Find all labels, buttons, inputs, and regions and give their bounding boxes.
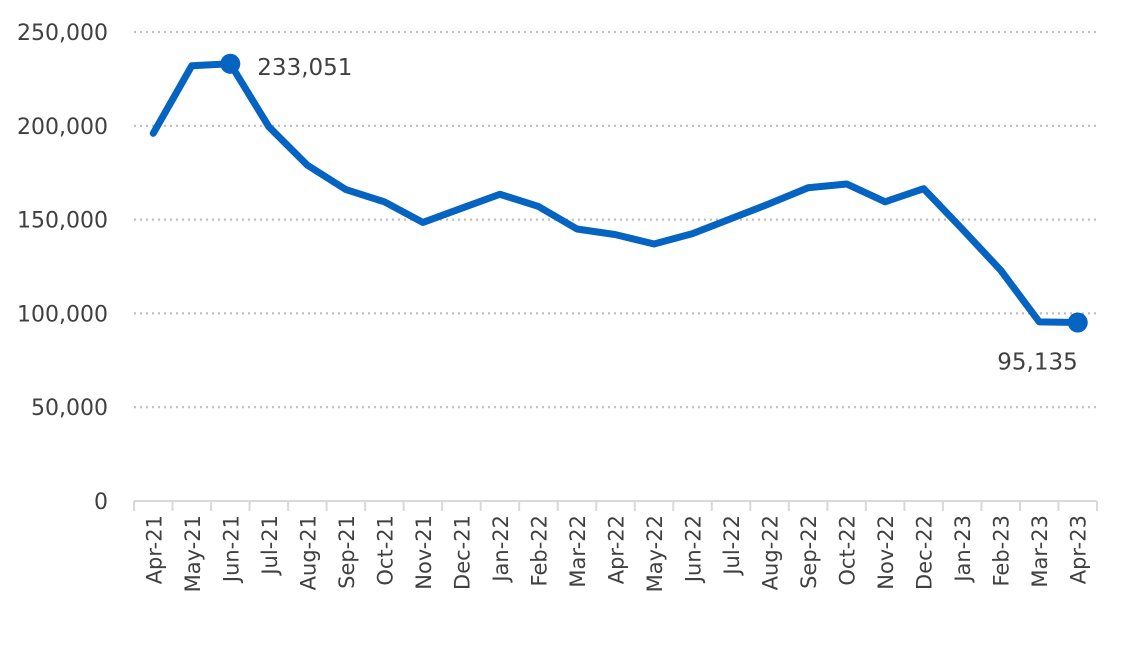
x-tick-label: Apr-21 [142, 515, 166, 584]
x-tick-label: Sep-21 [335, 515, 359, 589]
y-axis-tick-labels: 0 50,000 100,000 150,000 200,000 250,000 [17, 21, 108, 515]
x-tick-label: Jan-22 [489, 515, 513, 584]
y-tick-label: 200,000 [17, 115, 108, 140]
y-tick-label: 0 [94, 490, 108, 515]
x-tick-label: May-22 [643, 515, 667, 592]
annotations: 233,051 95,135 [220, 53, 1088, 376]
x-axis-tick-labels: Apr-21 May-21 Jun-21 Jul-21 Aug-21 Sep-21 Oct-… [142, 515, 1090, 592]
x-axis [133, 500, 1098, 511]
data-label: 95,135 [997, 350, 1077, 376]
x-tick-label: Nov-21 [412, 515, 436, 590]
series-line [149, 60, 1082, 327]
x-tick-label: Mar-23 [1028, 515, 1052, 588]
x-tick-label: Aug-22 [759, 515, 783, 590]
x-tick-label: Feb-23 [990, 515, 1014, 586]
x-tick-label: Jun-21 [219, 515, 243, 584]
x-tick-label: Aug-21 [296, 515, 320, 590]
y-tick-label: 250,000 [17, 21, 108, 46]
x-tick-label: Oct-21 [373, 515, 397, 586]
x-tick-label: Jun-22 [682, 515, 706, 584]
y-tick-label: 100,000 [17, 302, 108, 327]
x-tick-label: May-21 [181, 515, 205, 592]
series-layer [149, 60, 1082, 327]
x-tick-label: Feb-22 [527, 515, 551, 586]
data-point-marker [1067, 312, 1088, 333]
y-tick-label: 150,000 [17, 209, 108, 234]
x-tick-label: Jul-22 [720, 515, 744, 577]
data-point-marker [220, 53, 241, 74]
x-tick-label: Apr-22 [605, 515, 629, 584]
x-tick-label: Jan-23 [951, 515, 975, 584]
x-tick-label: Jul-21 [258, 515, 282, 577]
y-tick-label: 50,000 [31, 396, 108, 421]
x-tick-label: Dec-21 [450, 515, 474, 590]
gridlines [134, 30, 1097, 409]
x-tick-label: Oct-22 [836, 515, 860, 586]
x-tick-label: Nov-22 [874, 515, 898, 590]
x-tick-label: Dec-22 [913, 515, 937, 590]
x-tick-label: Mar-22 [566, 515, 590, 588]
x-tick-label: Apr-23 [1067, 515, 1091, 584]
x-tick-label: Sep-22 [797, 515, 821, 589]
data-label: 233,051 [257, 55, 352, 81]
